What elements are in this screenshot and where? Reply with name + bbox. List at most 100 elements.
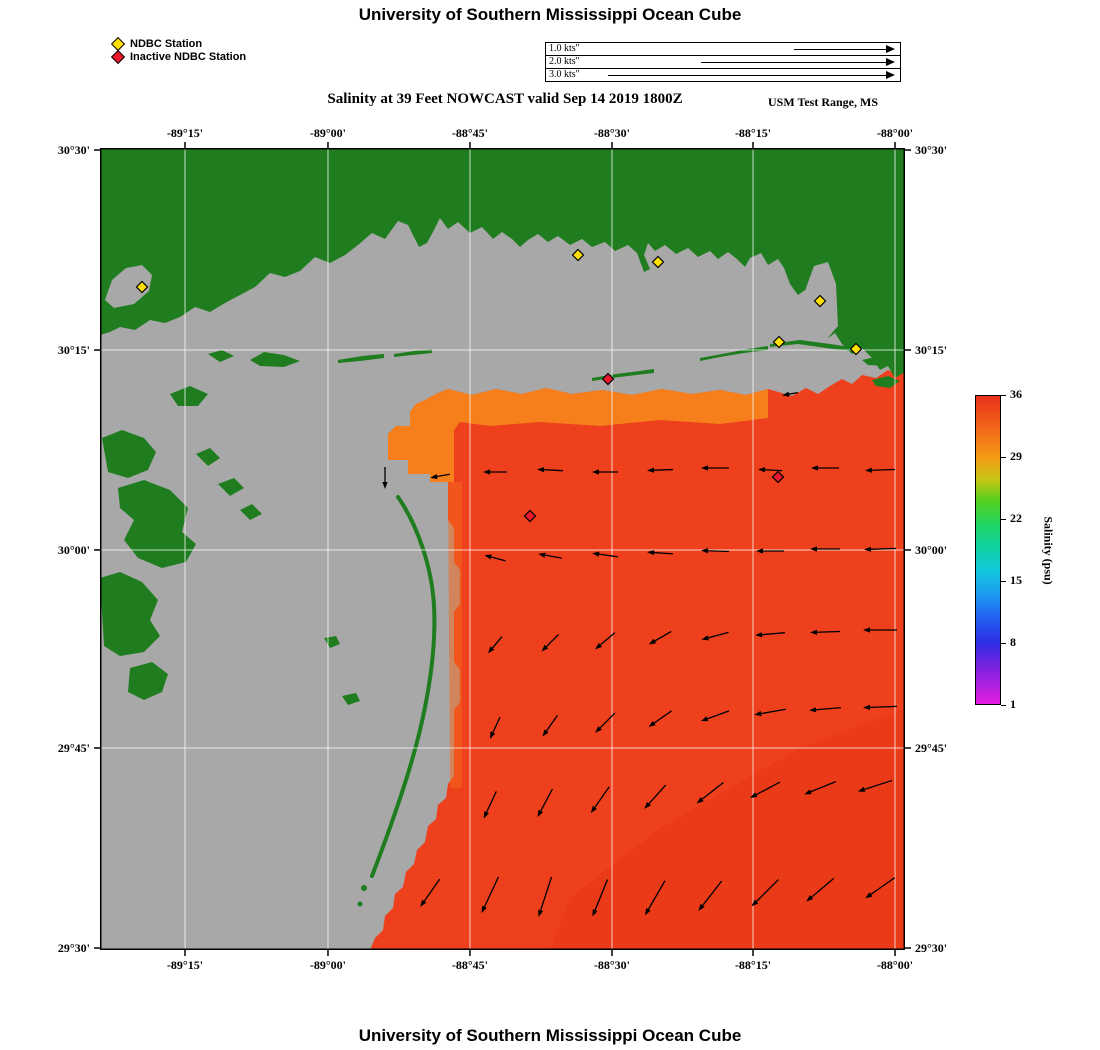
current-vector-head <box>538 909 544 917</box>
velocity-scale-line <box>701 61 887 63</box>
colorbar-title: Salinity (psu) <box>1036 395 1060 705</box>
current-vector <box>546 634 559 647</box>
lon-label-bottom: -89°00' <box>309 958 347 972</box>
current-vector <box>546 714 558 732</box>
legend-item: Inactive NDBC Station <box>110 49 246 64</box>
current-vector-head <box>648 720 656 728</box>
current-vector <box>491 636 503 649</box>
current-vector <box>864 779 893 791</box>
current-vector-head <box>751 899 759 907</box>
current-vector-head <box>592 551 600 557</box>
map-frame <box>100 148 905 950</box>
region-label: USM Test Range, MS <box>768 95 879 109</box>
colorbar-tick <box>1001 456 1006 458</box>
velocity-scale-label: 3.0 kts'' <box>549 69 580 80</box>
inactive-ndbc-station-marker <box>771 470 785 484</box>
velocity-scale-row: 2.0 kts'' <box>546 56 900 69</box>
current-vector-head <box>701 465 708 471</box>
colorbar <box>975 395 1001 705</box>
page-title: University of Southern Mississippi Ocean… <box>358 5 742 24</box>
current-vector-head <box>863 627 870 633</box>
current-vector-head <box>489 731 496 739</box>
current-vector-head <box>700 716 709 722</box>
current-vector <box>764 469 783 472</box>
colorbar-tick-label: 29 <box>1010 449 1022 463</box>
current-vector-head <box>541 644 549 652</box>
current-vector-head <box>382 482 388 489</box>
lon-label-top: -89°00' <box>309 126 347 140</box>
small-island <box>361 885 367 891</box>
current-vector-head <box>698 903 705 911</box>
current-vector <box>544 554 562 559</box>
current-vector-head <box>595 642 603 650</box>
current-vector-head <box>701 635 709 641</box>
current-vector <box>540 788 554 812</box>
current-vector <box>436 473 450 478</box>
current-vector-head <box>758 467 766 473</box>
velocity-scale-label: 1.0 kts'' <box>549 43 580 54</box>
current-vector <box>816 630 841 633</box>
lat-label-left: 29°45' <box>57 740 90 755</box>
lat-label-right: 30°15' <box>915 343 948 358</box>
current-vector <box>653 468 674 471</box>
inactive-ndbc-station-marker <box>601 372 615 386</box>
velocity-scale-label: 2.0 kts'' <box>549 56 580 67</box>
colorbar-tick-label: 22 <box>1010 511 1022 525</box>
current-vector <box>486 791 497 813</box>
current-vector-head <box>865 892 873 899</box>
colorbar-tick <box>1001 642 1006 644</box>
current-vector-head <box>430 473 438 480</box>
marsh-islands <box>100 386 360 705</box>
current-vector-head <box>592 469 599 475</box>
velocity-scale: 1.0 kts'' 2.0 kts'' 3.0 kts'' <box>545 42 901 82</box>
current-vector-head <box>863 704 871 710</box>
current-vector <box>654 630 672 642</box>
ndbc-station-marker <box>849 342 863 356</box>
land-mainland <box>100 148 905 378</box>
current-vector <box>708 631 729 639</box>
colorbar-tick-label: 15 <box>1010 573 1022 587</box>
salinity-field <box>370 370 905 950</box>
velocity-scale-arrowhead-icon <box>886 71 895 79</box>
velocity-scale-rows: 1.0 kts'' 2.0 kts'' 3.0 kts'' <box>546 43 900 81</box>
barrier-islands <box>208 340 905 388</box>
colorbar-tick <box>1001 704 1006 706</box>
current-vector <box>483 876 500 908</box>
frame-tick-layer <box>94 142 911 956</box>
current-vector-head <box>804 789 812 795</box>
colorbar-tick <box>1001 580 1006 582</box>
current-vector-head <box>756 548 763 554</box>
current-vector <box>707 710 730 720</box>
current-vector-head <box>810 629 818 635</box>
velocity-scale-arrowhead-icon <box>886 58 895 66</box>
lon-label-bottom: -88°00' <box>876 958 914 972</box>
current-vector-head <box>811 465 818 471</box>
lat-label-right: 30°00' <box>915 542 948 557</box>
current-vector-head <box>483 469 490 475</box>
ndbc-station-marker <box>571 248 585 262</box>
lat-label-left: 30°00' <box>57 542 90 557</box>
current-vector <box>543 469 564 472</box>
ndbc-station-marker <box>813 294 827 308</box>
current-vector-head <box>864 546 872 552</box>
current-vector <box>815 706 841 711</box>
current-vector <box>755 781 781 796</box>
current-vector-head <box>481 905 487 914</box>
lat-label-right: 30°30' <box>915 143 948 157</box>
colorbar-tick <box>1001 518 1006 520</box>
lon-label-top: -88°30' <box>593 126 631 140</box>
lon-label-bottom: -88°45' <box>451 958 489 972</box>
current-vector-head <box>696 797 704 804</box>
station-legend: NDBC Station Inactive NDBC Station <box>110 36 246 64</box>
ndbc-station-marker <box>772 335 786 349</box>
current-vector-head <box>538 552 546 558</box>
current-vector-head <box>782 391 790 397</box>
current-vector <box>810 781 837 793</box>
current-vector <box>540 876 553 911</box>
colorbar-title-text: Salinity (psu) <box>1041 515 1056 585</box>
current-vector-head <box>420 899 427 907</box>
current-vector <box>490 556 506 562</box>
current-vector <box>594 786 610 808</box>
lon-label-top: -88°45' <box>451 126 489 140</box>
current-vector-head <box>701 548 709 554</box>
